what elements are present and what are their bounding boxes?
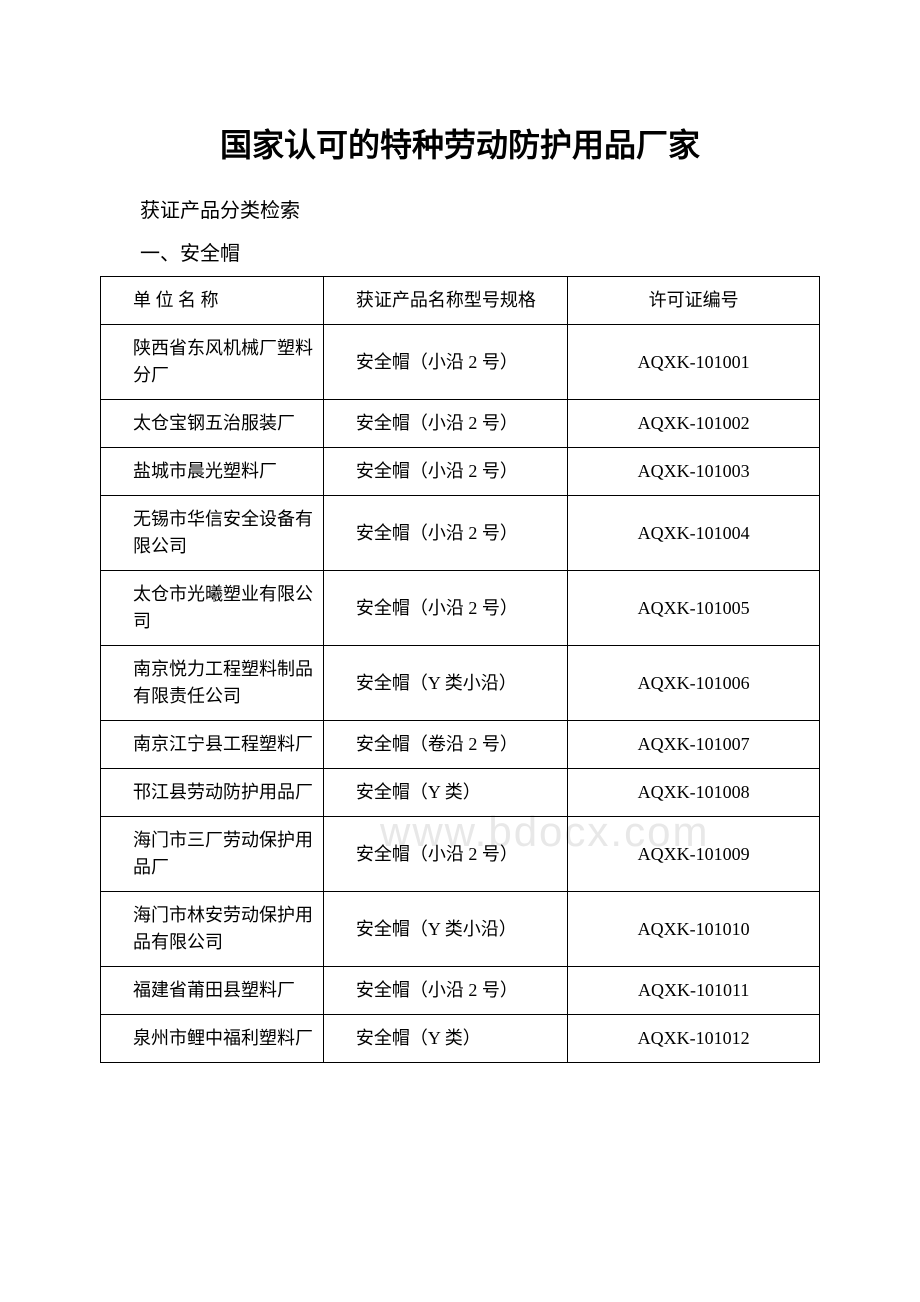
cell-product: 安全帽（Y 类小沿） [323,892,567,967]
table-row: 邗江县劳动防护用品厂 安全帽（Y 类） AQXK-101008 [101,769,820,817]
cell-unit: 邗江县劳动防护用品厂 [101,769,324,817]
table-row: 太仓市光曦塑业有限公司 安全帽（小沿 2 号） AQXK-101005 [101,571,820,646]
cell-unit: 太仓宝钢五治服装厂 [101,400,324,448]
table-row: 盐城市晨光塑料厂 安全帽（小沿 2 号） AQXK-101003 [101,448,820,496]
cell-product: 安全帽（Y 类） [323,769,567,817]
cell-license: AQXK-101006 [568,646,820,721]
table-row: 福建省莆田县塑料厂 安全帽（小沿 2 号） AQXK-101011 [101,967,820,1015]
cell-license: AQXK-101009 [568,817,820,892]
cell-unit: 太仓市光曦塑业有限公司 [101,571,324,646]
header-license: 许可证编号 [568,277,820,325]
cell-license: AQXK-101010 [568,892,820,967]
table-row: 陕西省东风机械厂塑料分厂 安全帽（小沿 2 号） AQXK-101001 [101,325,820,400]
cell-product: 安全帽（小沿 2 号） [323,325,567,400]
cell-unit: 海门市三厂劳动保护用品厂 [101,817,324,892]
cell-product: 安全帽（小沿 2 号） [323,967,567,1015]
cell-license: AQXK-101005 [568,571,820,646]
cell-product: 安全帽（小沿 2 号） [323,496,567,571]
cell-unit: 陕西省东风机械厂塑料分厂 [101,325,324,400]
table-row: 南京悦力工程塑料制品有限责任公司 安全帽（Y 类小沿） AQXK-101006 [101,646,820,721]
cell-license: AQXK-101008 [568,769,820,817]
cell-product: 安全帽（小沿 2 号） [323,448,567,496]
document-title: 国家认可的特种劳动防护用品厂家 [100,120,820,166]
table-row: 太仓宝钢五治服装厂 安全帽（小沿 2 号） AQXK-101002 [101,400,820,448]
table-row: 海门市三厂劳动保护用品厂 安全帽（小沿 2 号） AQXK-101009 [101,817,820,892]
cell-license: AQXK-101007 [568,721,820,769]
cell-unit: 海门市林安劳动保护用品有限公司 [101,892,324,967]
cell-unit: 南京江宁县工程塑料厂 [101,721,324,769]
cell-unit: 福建省莆田县塑料厂 [101,967,324,1015]
header-product: 获证产品名称型号规格 [323,277,567,325]
cell-product: 安全帽（小沿 2 号） [323,400,567,448]
table-row: 南京江宁县工程塑料厂 安全帽（卷沿 2 号） AQXK-101007 [101,721,820,769]
table-header-row: 单 位 名 称 获证产品名称型号规格 许可证编号 [101,277,820,325]
cell-unit: 南京悦力工程塑料制品有限责任公司 [101,646,324,721]
cell-unit: 无锡市华信安全设备有限公司 [101,496,324,571]
document-subtitle: 获证产品分类检索 [100,194,820,223]
cell-license: AQXK-101003 [568,448,820,496]
page-wrapper: www.bdocx.com 国家认可的特种劳动防护用品厂家 获证产品分类检索 一… [100,120,820,1063]
cell-license: AQXK-101001 [568,325,820,400]
cell-product: 安全帽（小沿 2 号） [323,571,567,646]
cell-license: AQXK-101011 [568,967,820,1015]
cell-license: AQXK-101004 [568,496,820,571]
table-row: 海门市林安劳动保护用品有限公司 安全帽（Y 类小沿） AQXK-101010 [101,892,820,967]
cell-product: 安全帽（Y 类小沿） [323,646,567,721]
table-row: 无锡市华信安全设备有限公司 安全帽（小沿 2 号） AQXK-101004 [101,496,820,571]
cell-product: 安全帽（小沿 2 号） [323,817,567,892]
cell-unit: 盐城市晨光塑料厂 [101,448,324,496]
cell-license: AQXK-101012 [568,1015,820,1063]
table-row: 泉州市鲤中福利塑料厂 安全帽（Y 类） AQXK-101012 [101,1015,820,1063]
cell-product: 安全帽（Y 类） [323,1015,567,1063]
cell-product: 安全帽（卷沿 2 号） [323,721,567,769]
products-table: 单 位 名 称 获证产品名称型号规格 许可证编号 陕西省东风机械厂塑料分厂 安全… [100,276,820,1063]
cell-license: AQXK-101002 [568,400,820,448]
cell-unit: 泉州市鲤中福利塑料厂 [101,1015,324,1063]
section-heading: 一、安全帽 [100,237,820,266]
header-unit: 单 位 名 称 [101,277,324,325]
